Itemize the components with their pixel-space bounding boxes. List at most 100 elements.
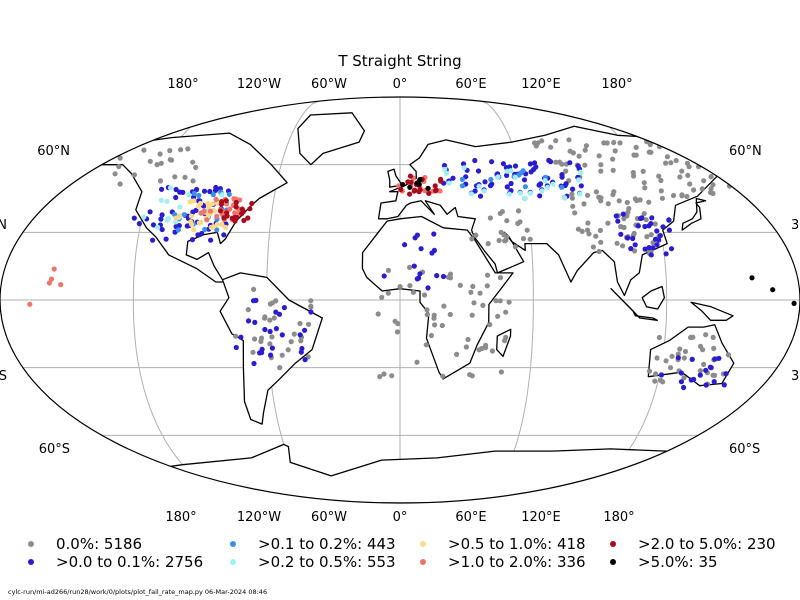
station-point (189, 237, 196, 243)
station-point (308, 309, 314, 315)
station-point (575, 163, 581, 169)
station-point (468, 191, 474, 197)
station-point (475, 168, 482, 174)
station-point (572, 210, 578, 216)
station-point (711, 345, 717, 351)
station-point (656, 334, 663, 341)
station-point (527, 236, 533, 242)
y-tick-left-label: S (0, 369, 7, 384)
station-point (725, 352, 732, 358)
station-point (624, 199, 630, 206)
station-point (439, 322, 445, 329)
x-tick-top-label: 120°W (237, 77, 281, 92)
y-tick-left-label: 60°N (37, 144, 70, 159)
station-point (407, 191, 413, 197)
station-point (707, 364, 714, 370)
station-point (550, 181, 556, 187)
station-point (241, 217, 247, 224)
coastline-new-guinea (690, 301, 734, 321)
station-point (214, 227, 220, 233)
x-tick-top-label: 60°W (311, 77, 347, 92)
station-point (615, 218, 621, 224)
station-point (208, 237, 214, 243)
station-point (428, 332, 434, 339)
legend-label: 0.0%: 5186 (56, 535, 143, 553)
station-point (432, 322, 438, 328)
station-point (578, 183, 584, 189)
station-point (631, 152, 637, 158)
station-point (477, 290, 483, 296)
station-point (487, 215, 493, 221)
station-point (658, 372, 665, 378)
station-point (173, 194, 179, 201)
station-point (642, 185, 648, 191)
station-point (732, 160, 738, 166)
station-point (646, 223, 652, 229)
station-point (670, 192, 677, 199)
station-point (398, 186, 404, 193)
station-point (641, 211, 647, 217)
station-point (252, 319, 258, 325)
station-point (281, 305, 287, 311)
station-point (218, 201, 224, 207)
station-point (176, 223, 182, 229)
station-point (188, 213, 194, 219)
station-point (678, 370, 684, 376)
station-point (689, 356, 695, 362)
coastline-eurasia (377, 125, 748, 297)
station-point (147, 158, 153, 164)
station-point (559, 174, 565, 180)
station-point (527, 190, 534, 196)
coastline-indonesia (610, 288, 659, 321)
legend-marker (28, 541, 34, 547)
legend-label: >5.0%: 35 (638, 553, 718, 571)
station-point (227, 206, 233, 212)
station-point (652, 221, 658, 227)
station-point (381, 371, 387, 377)
station-point (735, 182, 741, 188)
station-point (650, 245, 656, 251)
station-point (167, 148, 173, 154)
station-point (407, 264, 413, 270)
station-point (648, 252, 654, 258)
station-point (522, 184, 529, 190)
coastline-new-zealand (750, 376, 782, 405)
legend-marker (420, 559, 426, 565)
station-point (583, 143, 590, 149)
station-point (432, 183, 438, 189)
station-point (198, 219, 204, 225)
station-point (438, 176, 444, 182)
station-point (199, 230, 205, 237)
station-point (646, 149, 652, 155)
station-point (414, 359, 420, 365)
legend-marker (610, 541, 616, 547)
legend-label: >0.2 to 0.5%: 553 (258, 553, 396, 571)
station-point (377, 374, 383, 380)
station-point (632, 248, 638, 254)
station-point (267, 317, 273, 323)
station-point (532, 160, 538, 166)
station-point (191, 190, 197, 196)
station-point (701, 178, 707, 184)
station-point (447, 275, 454, 281)
station-point (469, 312, 475, 318)
station-point (688, 334, 694, 341)
station-point (412, 187, 418, 193)
station-point (522, 195, 528, 202)
station-point (632, 242, 638, 248)
station-point (457, 282, 463, 288)
footer-path: cylc-run/mi-ad266/run28/work/0/plots/plo… (8, 588, 268, 596)
station-point (117, 155, 123, 161)
station-point (262, 326, 268, 333)
station-point (718, 162, 724, 168)
station-point (164, 198, 170, 204)
station-point (189, 221, 195, 227)
station-point (468, 289, 474, 295)
station-point (219, 192, 225, 198)
station-point (173, 186, 179, 193)
station-point (686, 141, 693, 147)
station-point (251, 286, 257, 292)
station-point (497, 298, 503, 304)
x-tick-bottom-label: 0° (393, 510, 408, 525)
